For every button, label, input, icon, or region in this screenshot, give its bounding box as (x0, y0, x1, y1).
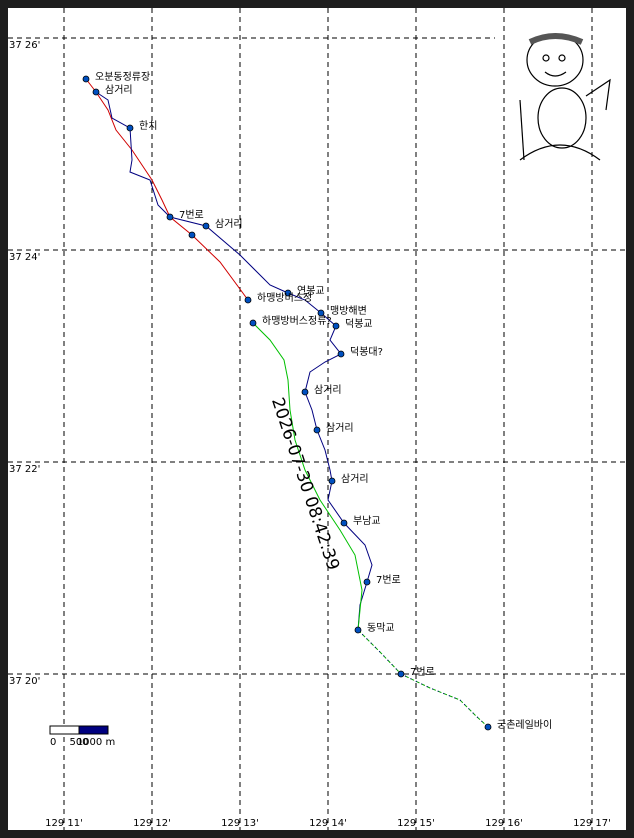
waypoint (354, 626, 362, 634)
waypoint (317, 309, 325, 317)
waypoint (301, 388, 309, 396)
latitude-label: 37 20' (9, 676, 40, 687)
cartoon-icon (519, 33, 611, 161)
waypoint (202, 222, 210, 230)
waypoint (166, 213, 174, 221)
longitude-label: 129 15' (397, 818, 435, 829)
waypoint (126, 124, 134, 132)
scale-segment (78, 725, 109, 735)
waypoint (484, 723, 492, 731)
latitude-label: 37 24' (9, 252, 40, 263)
longitude-label: 129 17' (573, 818, 611, 829)
waypoint-label: 삼거리 (105, 84, 133, 96)
waypoint-label: 부남교 (353, 515, 381, 527)
waypoint (328, 477, 336, 485)
track-red (85, 78, 249, 301)
waypoint-label: 삼거리 (215, 218, 243, 230)
latitude-label: 37 26' (9, 40, 40, 51)
waypoint-label: 하맹방버스정 (257, 291, 312, 304)
longitude-label: 129 14' (309, 818, 347, 829)
track-blue (95, 91, 373, 631)
waypoint-label: 덕봉대? (350, 346, 383, 358)
track-green-dashed (357, 629, 489, 728)
waypoint (82, 75, 90, 83)
longitude-label: 129 12' (133, 818, 171, 829)
scale-label: 500 (69, 737, 88, 748)
waypoint (92, 88, 100, 96)
waypoint-label: 7번로 (410, 666, 435, 678)
waypoint (284, 289, 292, 297)
waypoint-label: 덕봉교 (345, 318, 373, 330)
waypoint-label: 동막교 (367, 622, 395, 634)
waypoint (397, 670, 405, 678)
waypoint (244, 296, 252, 304)
waypoint (249, 319, 257, 327)
waypoint (188, 231, 196, 239)
waypoint-label: 연봉교 (297, 285, 325, 297)
waypoint-label: 하맹방버스정류? (262, 314, 332, 327)
longitude-label: 129 11' (45, 818, 83, 829)
waypoint-label: 7번로 (179, 209, 204, 221)
waypoint-label: 오분동정류장 (95, 71, 150, 83)
track-green (252, 322, 363, 631)
waypoint-label: 삼거리 (326, 422, 354, 434)
map-area (8, 8, 626, 830)
longitude-label: 129 16' (485, 818, 523, 829)
waypoint (313, 426, 321, 434)
longitude-label: 129 13' (221, 818, 259, 829)
waypoint-label: 궁촌레일바이 (497, 719, 552, 731)
scale-label: 1000 m (77, 737, 115, 748)
scale-segment (49, 725, 80, 735)
scale-label: 0 (50, 737, 56, 748)
latitude-label: 37 22' (9, 464, 40, 475)
waypoint-label: 7번로 (376, 574, 401, 586)
waypoint-label: 삼거리 (314, 384, 342, 396)
waypoint (363, 578, 371, 586)
waypoint (340, 519, 348, 527)
waypoint-label: 한치 (139, 120, 157, 132)
waypoint (332, 322, 340, 330)
waypoint-label: 맹방해변 (330, 304, 367, 317)
waypoint (337, 350, 345, 358)
waypoint-label: 삼거리 (341, 473, 369, 485)
